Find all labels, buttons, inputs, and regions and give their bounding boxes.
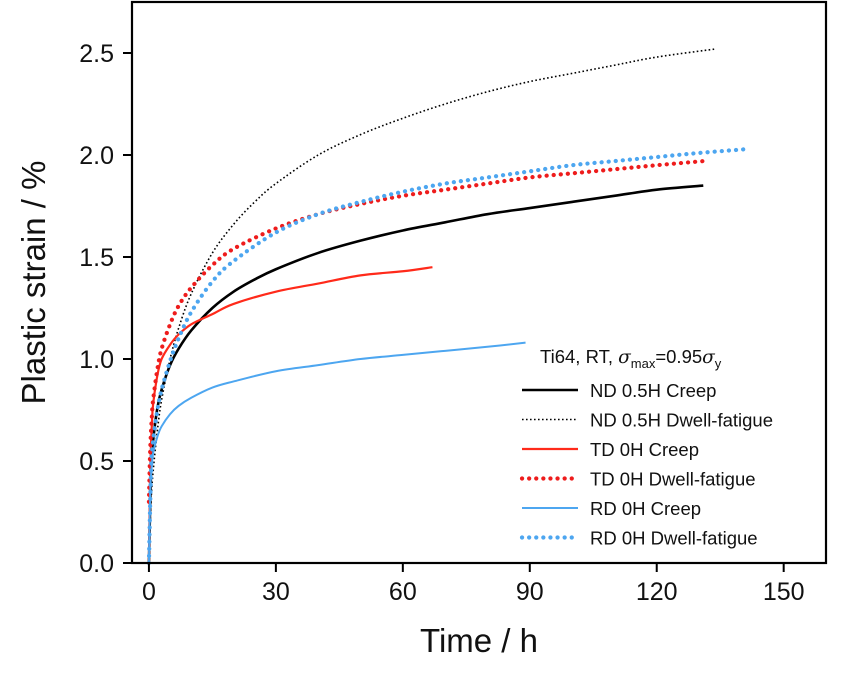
legend-label-3: TD 0H Creep — [590, 439, 699, 460]
x-tick-label: 120 — [636, 578, 678, 606]
legend-label-6: RD 0H Dwell-fatigue — [590, 528, 758, 549]
y-tick-label: 0.0 — [79, 550, 114, 578]
y-tick-label: 2.5 — [79, 40, 114, 68]
legend-title-sub-y: y — [715, 356, 722, 371]
plot-area — [146, 48, 752, 566]
series-line-2 — [148, 48, 717, 564]
x-axis-title: Time / h — [420, 622, 538, 659]
x-tick-label: 0 — [142, 578, 156, 606]
y-axis: 0.0 0.5 1.0 1.5 2.0 2.5 — [79, 40, 132, 578]
y-tick-label: 0.5 — [79, 448, 114, 476]
y-tick-label: 2.0 — [79, 142, 114, 170]
x-tick-label: 30 — [262, 578, 290, 606]
legend-title-sigma-2: σ — [702, 347, 716, 368]
y-tick-label: 1.0 — [79, 346, 114, 374]
x-axis: 0 30 60 90 120 150 — [142, 563, 805, 606]
y-tick-label: 1.5 — [79, 244, 114, 272]
x-tick-label: 60 — [389, 578, 417, 606]
legend-label-4: TD 0H Dwell-fatigue — [590, 469, 756, 490]
plot-frame — [130, 0, 828, 565]
series-line-3 — [147, 266, 433, 564]
legend-label-5: RD 0H Creep — [590, 498, 701, 519]
legend-label-2: ND 0.5H Dwell-fatigue — [590, 410, 773, 431]
series-line-5 — [147, 341, 526, 564]
x-tick-label: 90 — [516, 578, 544, 606]
legend-title: Ti64, RT, σmax=0.95σy — [540, 346, 722, 371]
legend-title-sub-max: max — [631, 356, 656, 371]
legend-title-equals: =0.95 — [655, 346, 702, 367]
legend-title-prefix: Ti64, RT, — [540, 346, 618, 367]
x-tick-label: 150 — [763, 578, 805, 606]
legend-title-sigma: σ — [618, 347, 632, 368]
legend-label-1: ND 0.5H Creep — [590, 380, 716, 401]
y-axis-title: Plastic strain / % — [15, 161, 52, 405]
